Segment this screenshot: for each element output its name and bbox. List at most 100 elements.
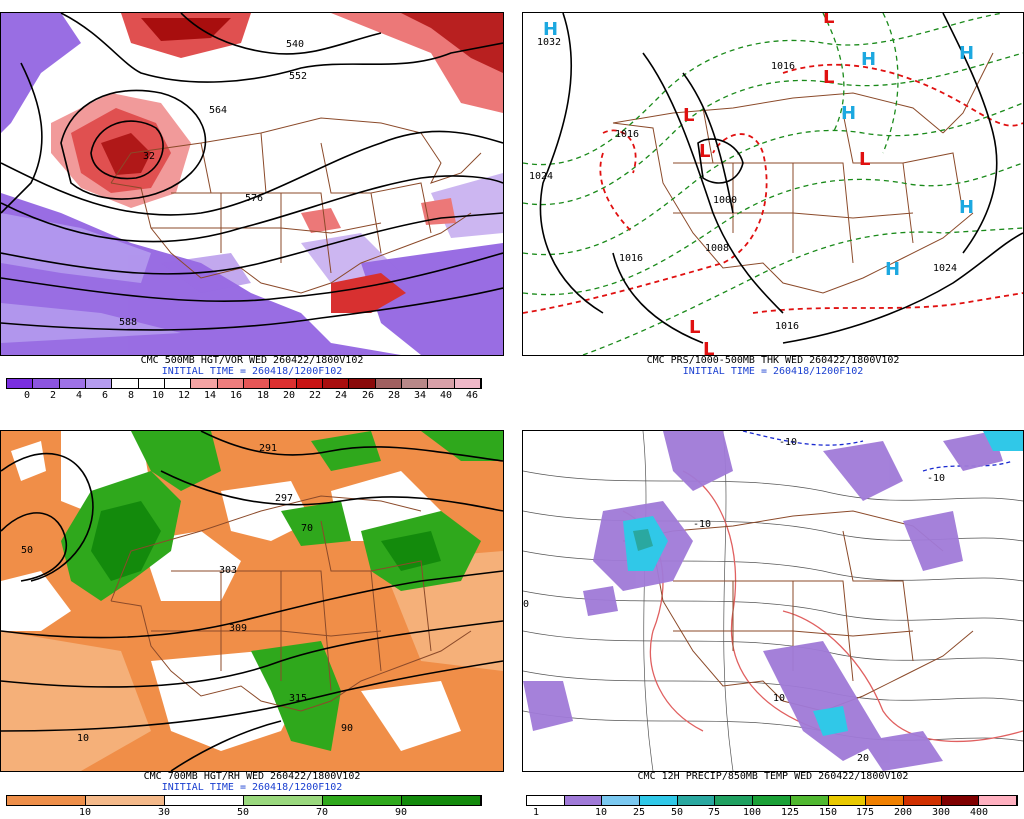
tick-label: 12 [177, 390, 191, 401]
low-pressure-marker: L [699, 141, 710, 162]
rh-label: 70 [301, 523, 313, 534]
tick-label: 300 [931, 807, 951, 818]
swatch [244, 796, 323, 805]
isobar-label: 1016 [775, 321, 799, 332]
swatch [715, 796, 754, 805]
tick-label: 10 [151, 390, 165, 401]
panel-title: CMC 12H PRECIP/850MB TEMP WED 260422/180… [637, 771, 909, 782]
colorbar-rh [6, 795, 482, 806]
height-contours [1, 13, 503, 331]
panel-subtitle: INITIAL TIME = 260418/1200F102 [161, 366, 343, 377]
tick-label: 10 [78, 807, 92, 818]
high-pressure-marker: H [959, 197, 974, 218]
swatch [33, 379, 60, 388]
swatch [243, 379, 271, 388]
tick-label: 1 [532, 807, 540, 818]
isobar-label: 1024 [529, 171, 553, 182]
map-pressure-thickness: 1032 1016 1024 1000 1008 1016 1016 1024 … [522, 12, 1024, 356]
precip-moderate [623, 431, 1023, 736]
tick-label: 46 [465, 390, 479, 401]
isobar-label: 1016 [771, 61, 795, 72]
high-pressure-marker: H [959, 43, 974, 64]
colorbar-vorticity [6, 378, 482, 389]
swatch [402, 796, 481, 805]
thickness-contours-red [523, 63, 1023, 314]
high-pressure-marker: H [861, 49, 876, 70]
tick-label: 20 [282, 390, 296, 401]
vorticity-light-purple [1, 213, 181, 343]
high-pressure-marker: H [543, 19, 558, 40]
panel-title: CMC 500MB HGT/VOR WED 260422/1800V102 [140, 355, 364, 366]
contour-label: 309 [229, 623, 247, 634]
tick-label: 28 [387, 390, 401, 401]
tick-label: 22 [308, 390, 322, 401]
rh-dark-green [91, 501, 441, 581]
tick-label: 75 [707, 807, 721, 818]
isobar-label: 1008 [705, 243, 729, 254]
map-700mb-rh: 291 297 303 309 315 10 50 70 90 [0, 430, 504, 772]
contour-label-564: 564 [209, 105, 227, 116]
swatch [753, 796, 791, 805]
swatch [323, 796, 402, 805]
panel-pressure-thickness: 1032 1016 1024 1000 1008 1016 1016 1024 … [522, 0, 1024, 400]
isobar-label: 1000 [713, 195, 737, 206]
temp-label: -10 [779, 437, 797, 448]
tick-label: 8 [127, 390, 135, 401]
map-precip-temp: -10 -10 -10 0 10 20 [522, 430, 1024, 772]
colorbar-precip [526, 795, 1018, 806]
swatch [217, 379, 244, 388]
panel-500mb-vorticity: 540 552 564 576 588 32 CMC 500MB HGT/VOR… [0, 0, 504, 401]
tick-label: 100 [742, 807, 762, 818]
swatch [790, 796, 829, 805]
tick-label: 26 [361, 390, 375, 401]
panel-700mb-rh: 291 297 303 309 315 10 50 70 90 CMC 700M… [0, 420, 504, 819]
tick-label: 0 [23, 390, 31, 401]
tick-label: 90 [394, 807, 408, 818]
tick-label: 70 [315, 807, 329, 818]
tick-label: 18 [256, 390, 270, 401]
height-contours [1, 431, 503, 771]
swatch [602, 796, 641, 805]
panel-title: CMC PRS/1000-500MB THK WED 260422/1800V1… [646, 355, 900, 366]
tick-label: 16 [229, 390, 243, 401]
isobar-label: 1016 [615, 129, 639, 140]
low-pressure-marker: L [703, 339, 714, 355]
swatch [979, 796, 1017, 805]
swatch [270, 379, 297, 388]
isobar-label: 1032 [537, 37, 561, 48]
tick-label: 10 [594, 807, 608, 818]
tick-label: 34 [413, 390, 427, 401]
tick-label: 50 [236, 807, 250, 818]
swatch [677, 796, 716, 805]
swatch [454, 379, 481, 388]
contour-label-576: 576 [245, 193, 263, 204]
contour-label: 303 [219, 565, 237, 576]
low-pressure-marker: L [683, 105, 694, 126]
high-pressure-marker: H [885, 259, 900, 280]
tick-label: 4 [75, 390, 83, 401]
temp-label: 10 [773, 693, 785, 704]
political-boundaries [110, 117, 482, 294]
swatch [85, 379, 113, 388]
colorbar-tick-labels: 0 2 4 6 8 10 12 14 16 18 20 22 24 26 28 … [6, 390, 480, 401]
low-pressure-marker: L [823, 67, 834, 88]
panel-subtitle: INITIAL TIME = 260418/1200F102 [161, 782, 343, 793]
swatch [59, 379, 86, 388]
contour-label-552: 552 [289, 71, 307, 82]
panel-title: CMC 700MB HGT/RH WED 260422/1800V102 [143, 771, 361, 782]
contour-label: 315 [289, 693, 307, 704]
swatch [349, 379, 376, 388]
tick-label: 400 [969, 807, 989, 818]
swatch [941, 796, 980, 805]
isobar-label: 1024 [933, 263, 957, 274]
rh-label: 10 [77, 733, 89, 744]
political-boundaries [110, 495, 472, 712]
tick-label: 6 [101, 390, 109, 401]
swatch [903, 796, 942, 805]
tick-label: 50 [670, 807, 684, 818]
map-500mb: 540 552 564 576 588 32 [0, 12, 504, 356]
temp-label: 0 [523, 599, 529, 610]
precip-heavy [633, 529, 653, 551]
swatch [401, 379, 429, 388]
colorbar-tick-labels: 10 30 50 70 90 [6, 807, 480, 818]
